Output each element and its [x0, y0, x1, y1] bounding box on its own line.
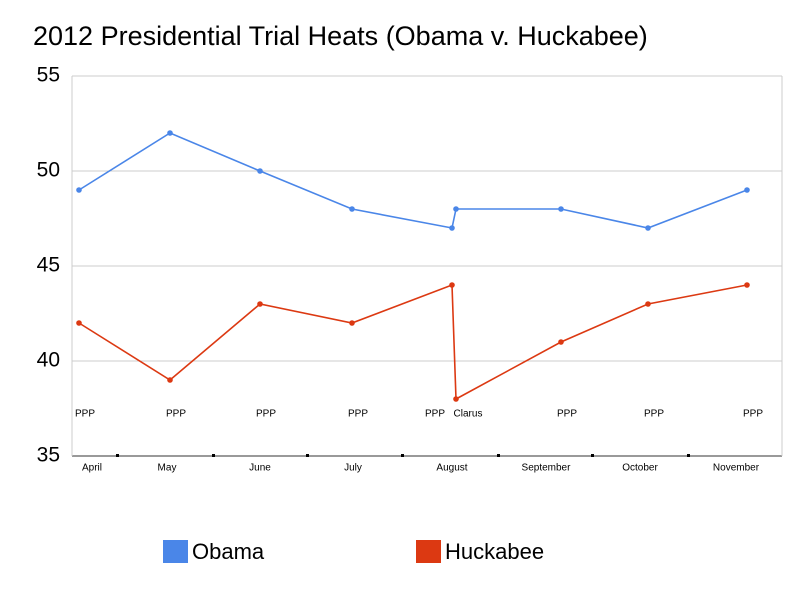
point-note: PPP — [557, 409, 577, 420]
month-tick — [591, 454, 594, 457]
month-tick — [116, 454, 119, 457]
point — [645, 225, 651, 231]
point — [453, 396, 459, 402]
point — [167, 377, 173, 383]
x-tick-label: April — [82, 463, 102, 474]
point-note: PPP — [348, 409, 368, 420]
point — [257, 168, 263, 174]
point-note: PPP — [425, 409, 445, 420]
y-tick-label: 45 — [37, 254, 60, 277]
point — [257, 301, 263, 307]
point — [76, 187, 82, 193]
x-tick-label: June — [249, 463, 271, 474]
point — [744, 282, 750, 288]
point — [558, 339, 564, 345]
y-tick-label: 35 — [37, 444, 60, 467]
point-note: PPP — [166, 409, 186, 420]
point — [349, 320, 355, 326]
chart-title: 2012 Presidential Trial Heats (Obama v. … — [33, 21, 648, 51]
point-note: PPP — [743, 409, 763, 420]
point-note: Clarus — [454, 409, 483, 420]
point-note: PPP — [75, 409, 95, 420]
x-tick-label: May — [158, 463, 177, 474]
point — [744, 187, 750, 193]
point — [558, 206, 564, 212]
point — [449, 225, 455, 231]
legend-swatch — [163, 540, 188, 563]
month-tick — [401, 454, 404, 457]
month-tick — [687, 454, 690, 457]
point-note: PPP — [644, 409, 664, 420]
point-note: PPP — [256, 409, 276, 420]
month-tick — [497, 454, 500, 457]
point — [76, 320, 82, 326]
point — [645, 301, 651, 307]
y-tick-label: 40 — [37, 349, 60, 372]
x-tick-label: November — [713, 463, 760, 474]
y-tick-label: 55 — [37, 64, 60, 87]
x-tick-label: July — [344, 463, 362, 474]
legend-label: Huckabee — [445, 539, 544, 564]
month-tick — [212, 454, 215, 457]
y-tick-label: 50 — [37, 159, 60, 182]
series-line — [78, 132, 748, 229]
legend-label: Obama — [192, 539, 265, 564]
point — [349, 206, 355, 212]
point — [449, 282, 455, 288]
month-tick — [306, 454, 309, 457]
x-tick-label: September — [522, 463, 572, 474]
legend-swatch — [416, 540, 441, 563]
point — [453, 206, 459, 212]
point — [167, 130, 173, 136]
x-tick-label: August — [436, 463, 467, 474]
x-tick-label: October — [622, 463, 658, 474]
